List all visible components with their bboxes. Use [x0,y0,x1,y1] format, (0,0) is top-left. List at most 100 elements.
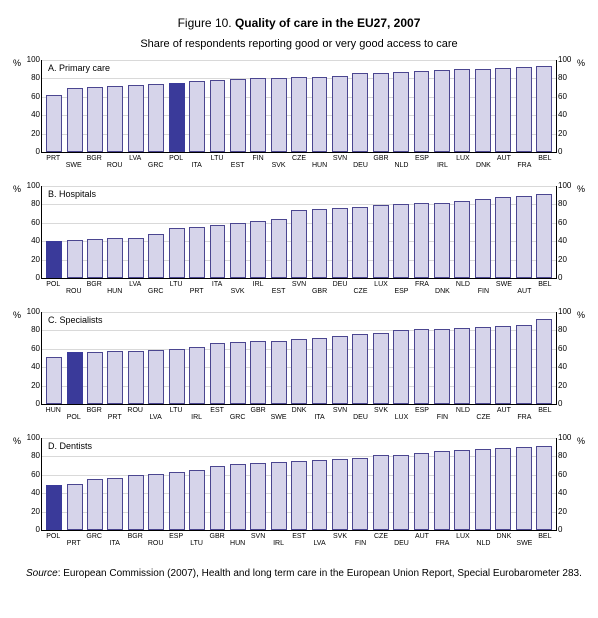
bar [107,238,123,278]
bar [189,347,205,404]
bar [189,470,205,530]
chart-frame: 002020404060608080100100B. Hospitals [41,186,557,279]
y-tick-label: 60 [22,93,40,101]
bar-slot [513,312,533,404]
x-tick-label: ESP [412,155,432,162]
bar [230,79,246,152]
bar-slot [371,312,391,404]
bar [475,199,491,278]
x-tick-label: BEL [535,281,555,288]
bar [352,207,368,278]
bar-slot [289,60,309,152]
bar [312,460,328,530]
bar [46,95,62,152]
bar [169,472,185,530]
bar [536,446,552,530]
bar-slot [411,312,431,404]
x-tick-label: LUX [371,281,391,288]
x-tick-label: LVA [125,155,145,162]
bar-slot [411,60,431,152]
bar-slot [85,186,105,278]
x-tick-label: HUN [227,533,247,540]
bar [291,210,307,278]
x-tick-label: NLD [453,407,473,414]
bar-slot [44,312,64,404]
bars-container [42,312,556,404]
bar [67,484,83,530]
bars-container [42,186,556,278]
bar-slot [411,438,431,530]
bar-slot [452,438,472,530]
y-tick-label: 60 [558,93,576,101]
x-tick-label: BGR [84,281,104,288]
bar [516,325,532,404]
bar [454,450,470,530]
x-tick-label: FRA [514,407,534,414]
bar-highlight [46,485,62,530]
bar-slot [187,312,207,404]
x-tick-label: LTU [166,407,186,414]
x-tick-label: CZE [371,533,391,540]
x-tick-label: DNK [473,155,493,162]
y-unit-label: % [577,184,585,194]
bar-highlight [67,352,83,404]
y-tick-label: 40 [22,111,40,119]
x-tick-label: SVN [330,155,350,162]
source-note: Source: European Commission (2007), Heal… [26,568,598,579]
bar-slot [85,312,105,404]
bar [536,319,552,404]
bar-slot [473,60,493,152]
bar-slot [493,438,513,530]
bar [67,88,83,152]
x-tick-label: NLD [473,533,493,540]
y-tick-label: 20 [22,130,40,138]
bar [352,73,368,152]
x-tick-label: PRT [63,533,83,540]
bar [373,73,389,152]
x-tick-label: FRA [432,533,452,540]
bar-slot [105,60,125,152]
bar-slot [473,186,493,278]
x-tick-label: ITA [309,407,329,414]
bar-slot [309,438,329,530]
bar [291,461,307,530]
x-tick-label: SWE [63,155,83,162]
y-tick-label: 80 [558,326,576,334]
y-tick-label: 80 [22,452,40,460]
bar-slot [534,60,554,152]
bar-slot [126,186,146,278]
bar-slot [228,186,248,278]
bar-slot [534,186,554,278]
bar-slot [371,438,391,530]
x-tick-label: ROU [104,155,124,162]
y-tick-label: 0 [22,148,40,156]
bar [373,205,389,278]
y-tick-label: 20 [558,130,576,138]
bar-slot [493,186,513,278]
bar [414,453,430,530]
bar [148,234,164,278]
bar [536,194,552,278]
bar [250,221,266,278]
bar [210,80,226,152]
bar [373,333,389,404]
bar [291,339,307,404]
bar [352,334,368,404]
bar-slot [452,312,472,404]
bar [516,196,532,278]
x-tick-label: POL [166,155,186,162]
x-tick-label: FIN [350,533,370,540]
x-tick-label: IRL [248,281,268,288]
x-tick-label: POL [43,533,63,540]
x-tick-label: ESP [391,281,411,288]
bar [434,203,450,278]
bar [434,451,450,530]
y-tick-label: 60 [558,471,576,479]
bar-slot [534,438,554,530]
y-tick-label: 60 [22,345,40,353]
y-tick-label: 40 [22,237,40,245]
bar-slot [166,438,186,530]
bar-highlight [46,241,62,278]
x-tick-label: LVA [309,533,329,540]
bar [87,352,103,404]
